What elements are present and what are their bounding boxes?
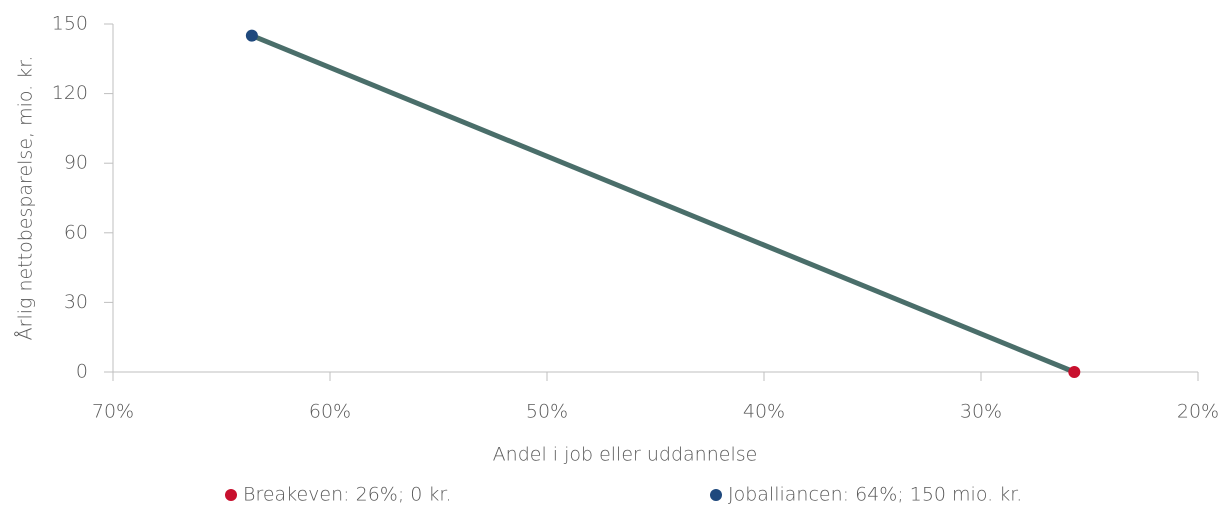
x-tick-label: 50%	[526, 401, 568, 423]
y-tick-label: 150	[52, 13, 88, 35]
x-tick-label: 30%	[960, 401, 1002, 423]
legend-label: Joballiancen: 64%; 150 mio. kr.	[728, 484, 1022, 506]
x-tick-label: 60%	[309, 401, 351, 423]
y-tick-label: 120	[52, 82, 88, 104]
legend-marker	[225, 489, 237, 501]
y-tick-label: 90	[64, 152, 88, 174]
point	[245, 29, 258, 42]
line	[250, 33, 1076, 375]
y-tick-label: 30	[64, 291, 88, 313]
y-tick-label: 0	[76, 361, 88, 383]
y-tick-label: 60	[64, 221, 88, 243]
x-tick-label: 20%	[1177, 401, 1219, 423]
x-tick-label: 40%	[743, 401, 785, 423]
point	[1068, 366, 1081, 378]
y-axis-label: Årlig nettobesparelse, mio. kr.	[14, 56, 37, 341]
x-tick-label: 70%	[92, 401, 134, 423]
x-axis-label: Andel i job eller uddannelse	[493, 444, 758, 466]
legend-label: Breakeven: 26%; 0 kr.	[243, 484, 452, 506]
legend-marker	[710, 489, 722, 501]
